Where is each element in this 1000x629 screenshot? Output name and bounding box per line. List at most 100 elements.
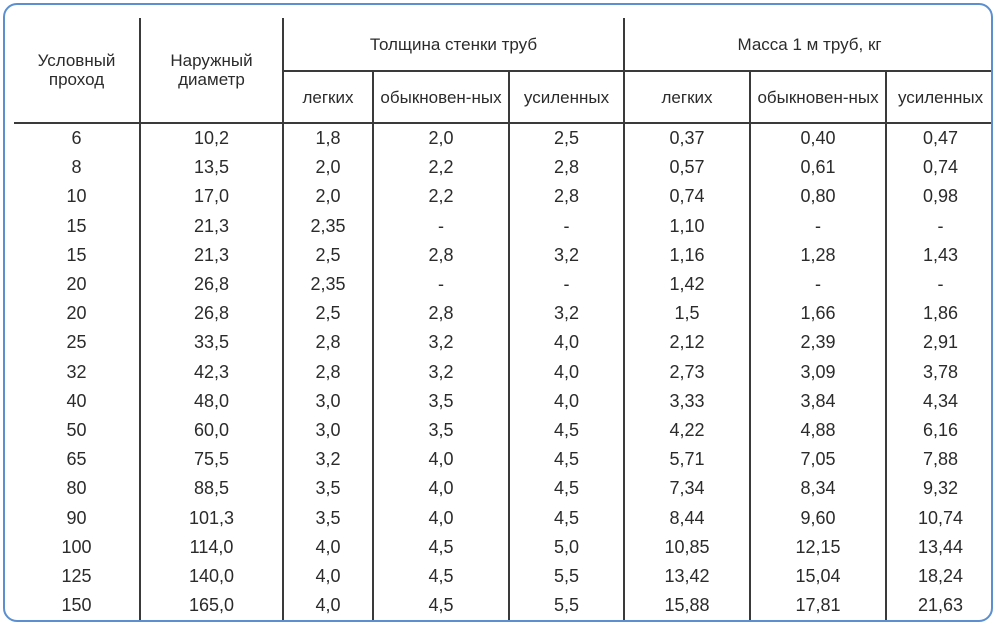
- cell-mass-light: 5,71: [623, 445, 751, 475]
- cell-mass-reinforced: 10,74: [885, 503, 991, 533]
- cell-conditional-pass: 20: [66, 274, 87, 295]
- cell-thickness-light: 4,0: [282, 561, 373, 591]
- cell-thickness-reinforced: 2,5: [507, 123, 625, 154]
- cell-thickness-reinforced: 5,5: [507, 591, 625, 620]
- cell-mass-light: 15,88: [623, 591, 751, 620]
- cell-outer-diameter: 26,8: [139, 269, 283, 300]
- cell-outer-diameter: 13,5: [139, 153, 283, 183]
- cell-outer-diameter: 60,0: [139, 415, 283, 446]
- cell-thickness-reinforced: 4,5: [507, 415, 625, 446]
- cell-outer-diameter: 101,3: [139, 503, 283, 533]
- cell-mass-light: 1,5: [623, 299, 751, 329]
- table-row: 8 13,5 2,0 2,2 2,8 0,57 0,61 0,74: [14, 153, 991, 183]
- cell-mass-light: 1,10: [623, 211, 751, 241]
- cell-thickness-ordinary: 4,0: [372, 445, 509, 475]
- cell-mass-ordinary: 4,88: [749, 415, 887, 446]
- cell-thickness-ordinary: 3,2: [372, 357, 509, 387]
- cell-conditional-pass: 40: [66, 390, 87, 411]
- table-row: 20 26,8 2,5 2,8 3,2 1,5 1,66 1,86: [14, 299, 991, 329]
- cell-thickness-light: 2,8: [282, 328, 373, 358]
- cell-mass-light: 1,16: [623, 240, 751, 270]
- cell-mass-reinforced: 1,43: [885, 240, 991, 270]
- cell-mass-reinforced: 0,98: [885, 182, 991, 212]
- cell-outer-diameter: 165,0: [139, 591, 283, 620]
- cell-mass-reinforced: 6,16: [885, 415, 991, 446]
- cell-mass-ordinary: 1,66: [749, 299, 887, 329]
- cell-mass-ordinary: 17,81: [749, 591, 887, 620]
- cell-mass-ordinary: 15,04: [749, 561, 887, 591]
- cell-thickness-light: 2,5: [282, 299, 373, 329]
- header-mass-per-meter: Масса 1 м труб, кг: [623, 18, 991, 72]
- cell-thickness-reinforced: 5,0: [507, 532, 625, 562]
- cell-thickness-ordinary: 4,0: [372, 474, 509, 504]
- cell-mass-light: 4,22: [623, 415, 751, 446]
- header-mass-ordinary: обыкновен-ных: [749, 71, 887, 124]
- cell-outer-diameter: 48,0: [139, 386, 283, 416]
- cell-thickness-ordinary: -: [372, 269, 509, 300]
- cell-mass-reinforced: 3,78: [885, 357, 991, 387]
- cell-outer-diameter: 114,0: [139, 532, 283, 562]
- cell-mass-light: 8,44: [623, 503, 751, 533]
- cell-outer-diameter: 140,0: [139, 561, 283, 591]
- cell-thickness-ordinary: 2,2: [372, 153, 509, 183]
- cell-conditional-pass: 90: [66, 507, 87, 528]
- header-mass-reinforced: усиленных: [885, 71, 991, 124]
- cell-conditional-pass: 10: [66, 186, 87, 207]
- cell-mass-ordinary: 0,80: [749, 182, 887, 212]
- cell-thickness-light: 2,0: [282, 182, 373, 212]
- cell-conditional-pass: 50: [66, 419, 87, 440]
- cell-mass-light: 3,33: [623, 386, 751, 416]
- cell-thickness-light: 4,0: [282, 532, 373, 562]
- cell-thickness-light: 3,0: [282, 415, 373, 446]
- cell-thickness-light: 2,0: [282, 153, 373, 183]
- cell-mass-ordinary: 3,84: [749, 386, 887, 416]
- table-row: 50 60,0 3,0 3,5 4,5 4,22 4,88 6,16: [14, 415, 991, 446]
- cell-thickness-light: 3,2: [282, 445, 373, 475]
- header-outer-diameter: Наружный диаметр: [139, 18, 283, 124]
- cell-thickness-reinforced: 4,0: [507, 386, 625, 416]
- table-row: 32 42,3 2,8 3,2 4,0 2,73 3,09 3,78: [14, 357, 991, 387]
- table-row: 100 114,0 4,0 4,5 5,0 10,85 12,15 13,44: [14, 532, 991, 562]
- cell-outer-diameter: 21,3: [139, 211, 283, 241]
- cell-thickness-reinforced: 4,5: [507, 445, 625, 475]
- cell-thickness-reinforced: -: [507, 269, 625, 300]
- cell-mass-reinforced: 0,47: [885, 123, 991, 154]
- table-row: 15 21,3 2,5 2,8 3,2 1,16 1,28 1,43: [14, 240, 991, 270]
- cell-conditional-pass: 8: [71, 157, 82, 178]
- cell-thickness-reinforced: 4,5: [507, 474, 625, 504]
- cell-thickness-light: 2,5: [282, 240, 373, 270]
- cell-mass-light: 0,37: [623, 123, 751, 154]
- cell-mass-reinforced: 4,34: [885, 386, 991, 416]
- cell-mass-reinforced: 21,63: [885, 591, 991, 620]
- header-mass-light: легких: [623, 71, 751, 124]
- table-row: 65 75,5 3,2 4,0 4,5 5,71 7,05 7,88: [14, 445, 991, 475]
- header-conditional-pass: Условный проход: [14, 18, 140, 124]
- cell-mass-reinforced: 13,44: [885, 532, 991, 562]
- cell-mass-ordinary: -: [749, 211, 887, 241]
- header-wall-thickness: Толщина стенки труб: [281, 18, 625, 72]
- cell-mass-ordinary: 2,39: [749, 328, 887, 358]
- table-row: 15 21,3 2,35- -1,10- -: [14, 211, 991, 241]
- cell-outer-diameter: 10,2: [139, 123, 283, 154]
- cell-thickness-reinforced: 5,5: [507, 561, 625, 591]
- cell-thickness-reinforced: -: [507, 211, 625, 241]
- cell-thickness-reinforced: 3,2: [507, 299, 625, 329]
- cell-conditional-pass: 100: [61, 536, 92, 557]
- cell-outer-diameter: 88,5: [139, 474, 283, 504]
- table-row: 10 17,0 2,0 2,2 2,8 0,74 0,80 0,98: [14, 182, 991, 212]
- cell-mass-reinforced: -: [885, 269, 991, 300]
- table-row: 6 10,2 1,8 2,0 2,5 0,37 0,40 0,47: [14, 123, 991, 154]
- cell-mass-light: 10,85: [623, 532, 751, 562]
- cell-mass-ordinary: 8,34: [749, 474, 887, 504]
- header-thickness-light: легких: [282, 71, 373, 124]
- cell-thickness-light: 2,35: [282, 211, 373, 241]
- header-thickness-ordinary: обыкновен-ных: [372, 71, 509, 124]
- cell-conditional-pass: 15: [66, 244, 87, 265]
- cell-conditional-pass: 125: [61, 565, 92, 586]
- cell-thickness-light: 3,5: [282, 474, 373, 504]
- cell-thickness-light: 2,8: [282, 357, 373, 387]
- cell-thickness-light: 3,5: [282, 503, 373, 533]
- cell-mass-reinforced: 0,74: [885, 153, 991, 183]
- table-body: 6 10,2 1,8 2,0 2,5 0,37 0,40 0,47 8 13,5 2,0 2,2 2,8…: [14, 123, 991, 620]
- cell-mass-ordinary: 3,09: [749, 357, 887, 387]
